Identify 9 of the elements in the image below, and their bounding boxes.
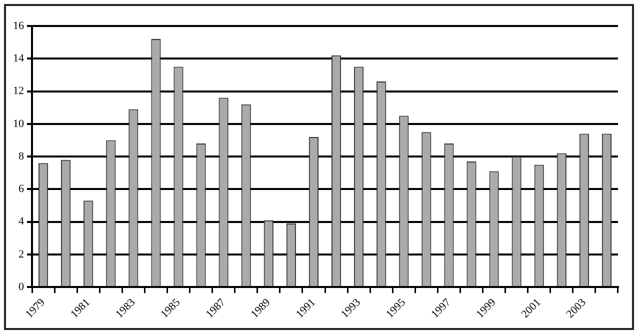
y-tick-label: 0 xyxy=(18,281,24,293)
y-tick-label: 2 xyxy=(18,248,24,260)
y-tick-label: 6 xyxy=(18,183,24,196)
y-tick-label: 14 xyxy=(13,52,24,65)
y-tick-label: 4 xyxy=(18,216,24,228)
y-tick-label: 8 xyxy=(18,150,24,162)
y-tick-label: 10 xyxy=(13,118,24,130)
y-tick-label: 12 xyxy=(13,85,24,98)
y-tick-label: 16 xyxy=(13,20,24,32)
